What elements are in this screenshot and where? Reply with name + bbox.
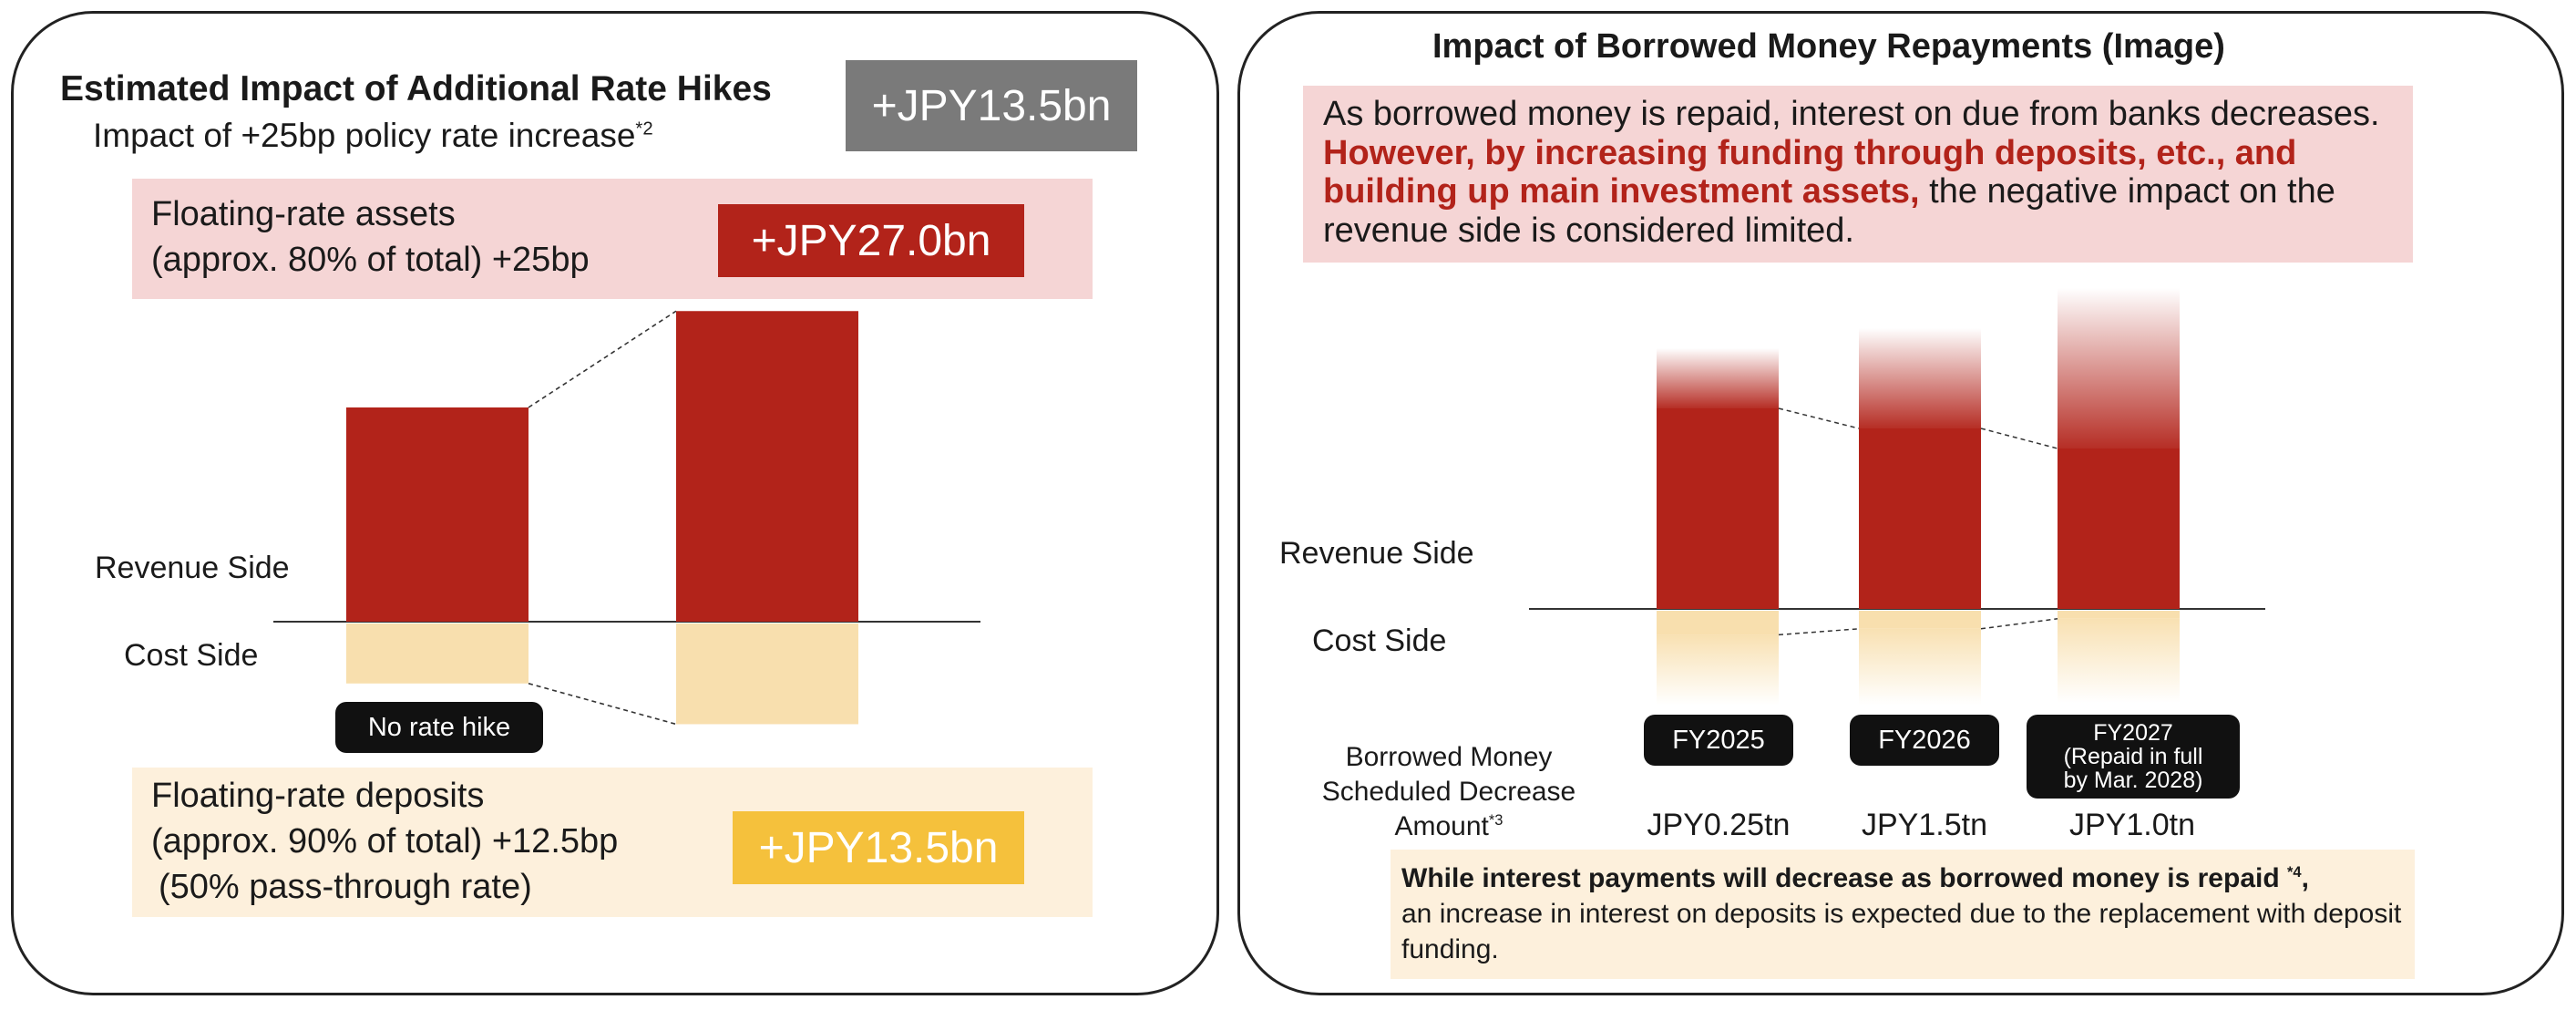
right-cost-connector-1: [1778, 628, 1860, 636]
left-revenue-label: Revenue Side: [95, 551, 290, 585]
right-revenue-fade-fy2026: [1859, 328, 1981, 428]
fy2026-chip: FY2026: [1850, 715, 1999, 766]
deposits-badge: +JPY13.5bn: [733, 811, 1024, 884]
right-revenue-fade-fy2027: [2058, 288, 2180, 448]
left-revenue-bar-1: [346, 407, 529, 622]
row-header: Borrowed Money Scheduled Decrease Amount…: [1294, 740, 1604, 844]
assets-badge: +JPY27.0bn: [718, 204, 1024, 277]
right-cost-fade-fy2027: [2058, 618, 2180, 704]
assets-box-line1: Floating-rate assets: [151, 195, 456, 233]
fy2027-chip-line2: (Repaid in full: [2063, 743, 2203, 769]
fy2025-chip: FY2025: [1644, 715, 1793, 766]
note-text: While interest payments will decrease as…: [1401, 861, 2413, 967]
intro-red: However, by increasing funding through d…: [1323, 133, 2297, 211]
right-revenue-connector-2: [1980, 428, 2058, 449]
row-header-line2: Scheduled Decrease: [1321, 777, 1576, 808]
note-box: [1391, 850, 2415, 979]
note-bold: While interest payments will decrease as…: [1401, 863, 2287, 893]
right-revenue-connector-1: [1778, 407, 1860, 429]
left-subtitle-text: Impact of +25bp policy rate increase: [93, 117, 636, 154]
row-header-line3: Amount: [1394, 811, 1489, 842]
intro-plain-1: As borrowed money is repaid, interest on…: [1323, 95, 2380, 133]
intro-plain-2: the negative impact on the revenue side …: [1323, 172, 2335, 250]
fy2027-chip: FY2027 (Repaid in full by Mar. 2028): [2027, 715, 2240, 799]
right-revenue-bar-fy2025: [1657, 408, 1779, 609]
left-cost-bar-1: [346, 624, 529, 684]
right-revenue-fade-fy2025: [1657, 348, 1779, 408]
amount-fy2027: JPY1.0tn: [2069, 808, 2195, 842]
right-cost-label: Cost Side: [1312, 624, 1447, 658]
deposits-box-line3: (50% pass-through rate): [159, 868, 532, 906]
right-cost-bar-fy2025: [1657, 611, 1779, 635]
amount-fy2026: JPY1.5tn: [1862, 808, 1987, 842]
left-title: Estimated Impact of Additional Rate Hike…: [60, 69, 772, 108]
assets-box-line2: (approx. 80% of total) +25bp: [151, 241, 590, 279]
row-header-line3-wrap: Amount*3: [1294, 809, 1604, 844]
left-subtitle: Impact of +25bp policy rate increase*2: [93, 117, 653, 155]
amount-fy2025: JPY0.25tn: [1647, 808, 1791, 842]
deposits-box-line2: (approx. 90% of total) +12.5bp: [151, 822, 619, 861]
left-cost-label: Cost Side: [124, 638, 259, 673]
intro-text: As borrowed money is repaid, interest on…: [1323, 95, 2404, 250]
left-revenue-bar-2: [676, 311, 858, 622]
note-bold-end: ,: [2301, 863, 2309, 893]
fy2027-chip-line3: by Mar. 2028): [2063, 768, 2203, 794]
left-cost-connector: [528, 683, 677, 726]
right-cost-bar-fy2027: [2058, 611, 2180, 619]
note-rest: an increase in interest on deposits is e…: [1401, 899, 2402, 964]
left-subtitle-note: *2: [635, 119, 653, 139]
right-cost-fade-fy2025: [1657, 634, 1779, 706]
row-header-line1: Borrowed Money: [1345, 742, 1553, 772]
intro-box: [1303, 86, 2413, 263]
right-cost-bar-fy2026: [1859, 611, 1981, 629]
right-revenue-bar-fy2026: [1859, 428, 1981, 609]
deposits-box-line1: Floating-rate deposits: [151, 777, 485, 815]
left-cost-bar-2: [676, 624, 858, 725]
note-bold-sup: *4: [2287, 864, 2302, 881]
net-impact-badge: +JPY13.5bn: [846, 60, 1137, 151]
no-rate-hike-chip: No rate hike: [335, 702, 543, 753]
left-chart: [273, 310, 980, 726]
row-header-note: *3: [1488, 812, 1504, 830]
right-cost-connector-2: [1980, 618, 2058, 630]
right-revenue-bar-fy2027: [2058, 448, 2180, 609]
fy2027-chip-line1: FY2027: [2093, 719, 2173, 746]
right-title: Impact of Borrowed Money Repayments (Ima…: [1432, 27, 2225, 66]
right-cost-fade-fy2026: [1859, 628, 1981, 706]
right-revenue-label: Revenue Side: [1279, 536, 1474, 571]
